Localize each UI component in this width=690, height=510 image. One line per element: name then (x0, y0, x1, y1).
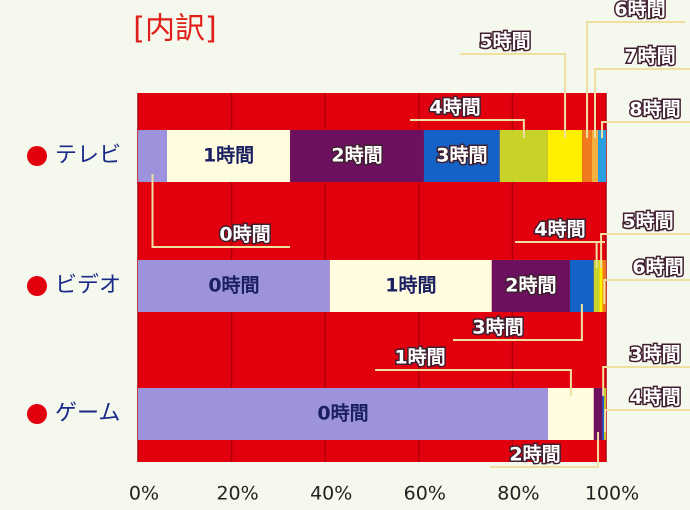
callout-label: 2時間 (509, 444, 560, 466)
segment-label: 3時間 (436, 145, 487, 167)
callout-label: 7時間 (624, 46, 675, 68)
callout-line (453, 304, 583, 341)
y-tick-label: テレビ (55, 143, 121, 168)
callout-line (594, 68, 690, 138)
callout-line (515, 241, 605, 268)
bar-segment (582, 130, 592, 182)
callout-label: 4時間 (429, 97, 480, 119)
callout-line (586, 21, 685, 138)
bar-segment (138, 130, 168, 182)
segment-label: 1時間 (385, 275, 436, 297)
segment-label: 0時間 (317, 403, 368, 425)
x-tick-label: 100% (585, 483, 639, 505)
x-tick-label: 20% (216, 483, 258, 505)
chart-title: [内訳] (133, 12, 216, 47)
callout-line (603, 279, 690, 304)
callout-label: 4時間 (534, 219, 585, 241)
bar-segment (602, 388, 605, 440)
callout-line (151, 174, 290, 248)
callout-label: 4時間 (629, 387, 680, 409)
bar-segment (599, 260, 603, 312)
segment-label: 2時間 (331, 145, 382, 167)
callout-line (600, 233, 690, 268)
callout-label: 6時間 (614, 0, 665, 21)
callout-label: 6時間 (632, 257, 683, 279)
callout-line (410, 119, 525, 138)
x-tick-label: 40% (310, 483, 352, 505)
x-tick-label: 0% (129, 483, 159, 505)
bar-segment (547, 388, 594, 440)
bar-segment (569, 260, 594, 312)
callout-line (601, 121, 690, 138)
x-tick-label: 80% (497, 483, 539, 505)
callout-line (490, 432, 600, 468)
bar-segment (499, 130, 548, 182)
callout-line (460, 53, 567, 138)
callout-label: 0時間 (219, 224, 270, 246)
callout-label: 1時間 (394, 347, 445, 369)
bar-segment (491, 260, 570, 312)
segment-label: 1時間 (203, 145, 254, 167)
callout-label: 3時間 (472, 317, 523, 339)
callout-label: 3時間 (629, 344, 680, 366)
bar-segment (593, 260, 600, 312)
callout-line (604, 409, 690, 432)
bar-segment (290, 130, 424, 182)
callout-label: 5時間 (622, 211, 673, 233)
bar-segment (423, 130, 500, 182)
x-tick-label: 60% (404, 483, 446, 505)
bar-segment (593, 388, 603, 440)
category-dot (27, 404, 47, 424)
callout-line (375, 369, 572, 396)
y-tick-label: ビデオ (55, 273, 121, 298)
bar-segment (598, 130, 606, 182)
callout-label: 5時間 (479, 31, 530, 53)
bar-segment (591, 130, 599, 182)
bar-segment (138, 260, 330, 312)
y-tick-label: ゲーム (55, 401, 120, 426)
callout-line (602, 366, 690, 396)
segment-label: 2時間 (505, 275, 556, 297)
bar-segment (167, 130, 291, 182)
category-dot (27, 146, 47, 166)
segment-label: 0時間 (208, 275, 259, 297)
callout-label: 8時間 (629, 99, 680, 121)
bar-segment (138, 388, 548, 440)
category-dot (27, 276, 47, 296)
bar-segment (547, 130, 583, 182)
bar-segment (329, 260, 492, 312)
